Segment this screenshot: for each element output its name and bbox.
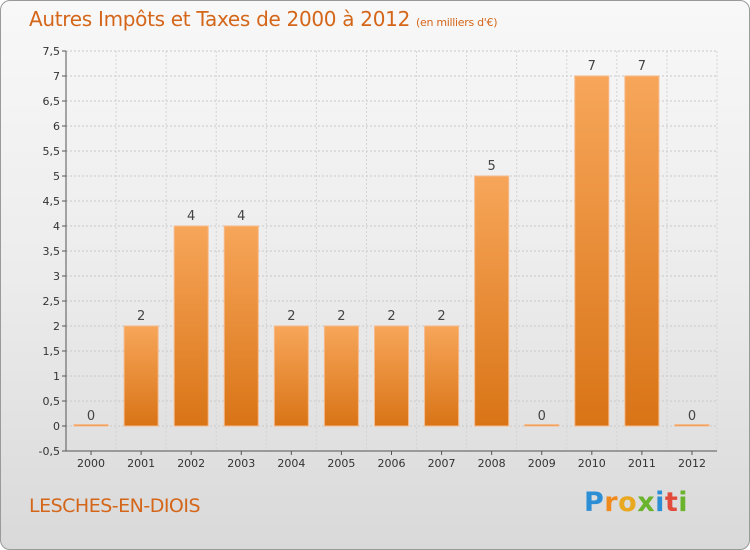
y-tick-label: 1,5 [43, 345, 61, 358]
x-tick-label: 2010 [578, 457, 606, 470]
x-tick-label: 2011 [628, 457, 656, 470]
data-label: 5 [488, 159, 496, 174]
proxiti-logo[interactable]: Proxiti [584, 487, 688, 518]
chart-unit: (en milliers d'€) [416, 16, 498, 29]
x-tick-label: 2001 [127, 457, 155, 470]
bar [624, 75, 660, 427]
data-label: 4 [187, 209, 195, 224]
y-tick-label: 3 [53, 270, 60, 283]
data-label: 2 [287, 309, 295, 324]
x-tick-label: 2008 [478, 457, 506, 470]
bar [123, 325, 159, 427]
y-tick-label: 2,5 [43, 295, 61, 308]
y-tick-label: 7,5 [43, 45, 61, 58]
data-label: 2 [437, 309, 445, 324]
bar [273, 325, 309, 427]
axes [62, 50, 717, 455]
x-tick-labels: 2000 2001 2002 2003 2004 2005 2006 2007 2008 2009… [77, 457, 706, 470]
x-tick-label: 2003 [227, 457, 255, 470]
y-tick-label: 3,5 [43, 245, 61, 258]
bar [374, 325, 409, 427]
bar [73, 424, 109, 427]
chart-title: Autres Impôts et Taxes de 2000 à 2012 (en… [29, 7, 497, 31]
x-tick-label: 2012 [678, 457, 706, 470]
logo-letter: x [637, 487, 656, 518]
bars [73, 75, 710, 427]
y-tick-label: 5,5 [43, 145, 61, 158]
y-tick-label: 2 [53, 320, 60, 333]
y-tick-label: 4 [53, 220, 60, 233]
data-labels: 0 2 4 4 2 2 2 2 5 0 7 7 0 [87, 59, 696, 424]
x-tick-label: 2005 [327, 457, 355, 470]
logo-letter: r [604, 487, 619, 518]
data-label: 2 [337, 309, 345, 324]
y-tick-label: 5 [53, 170, 60, 183]
chart-title-text: Autres Impôts et Taxes de 2000 à 2012 [29, 7, 410, 31]
x-tick-label: 2002 [177, 457, 205, 470]
data-label: 2 [387, 309, 395, 324]
bar [674, 424, 710, 427]
logo-letter: i [678, 487, 689, 518]
logo-letter: o [618, 487, 638, 518]
bar [424, 325, 460, 427]
y-tick-label: 6,5 [43, 95, 61, 108]
data-label: 0 [538, 409, 546, 424]
x-tick-label: 2006 [378, 457, 406, 470]
x-tick-label: 2004 [277, 457, 305, 470]
bar [574, 75, 610, 427]
y-tick-labels: -0,5 0 0,5 1 1,5 2 2,5 3 3,5 4 4,5 5 5,5 6 6,5 7 7,5 [39, 45, 60, 458]
data-label: 4 [237, 209, 245, 224]
commune-name: LESCHES-EN-DIOIS [29, 495, 201, 517]
x-tick-label: 2000 [77, 457, 105, 470]
y-tick-label: 7 [53, 70, 60, 83]
x-tick-label: 2009 [528, 457, 556, 470]
y-tick-label: 6 [53, 120, 60, 133]
data-label: 2 [137, 309, 145, 324]
y-tick-label: 4,5 [43, 195, 61, 208]
bar [223, 225, 259, 427]
y-tick-label: 0 [53, 420, 60, 433]
data-label: 7 [638, 59, 646, 74]
y-tick-label: 1 [53, 370, 60, 383]
data-label: 0 [688, 409, 696, 424]
logo-letter: t [664, 487, 679, 518]
bar [524, 424, 560, 427]
bar [323, 325, 359, 427]
bar [474, 175, 510, 427]
x-tick-label: 2007 [428, 457, 456, 470]
y-tick-label: -0,5 [39, 445, 60, 458]
logo-letter: i [655, 487, 665, 518]
data-label: 7 [588, 59, 596, 74]
bar [173, 225, 209, 427]
y-tick-label: 0,5 [43, 395, 61, 408]
logo-letter: P [584, 487, 605, 518]
data-label: 0 [87, 409, 95, 424]
